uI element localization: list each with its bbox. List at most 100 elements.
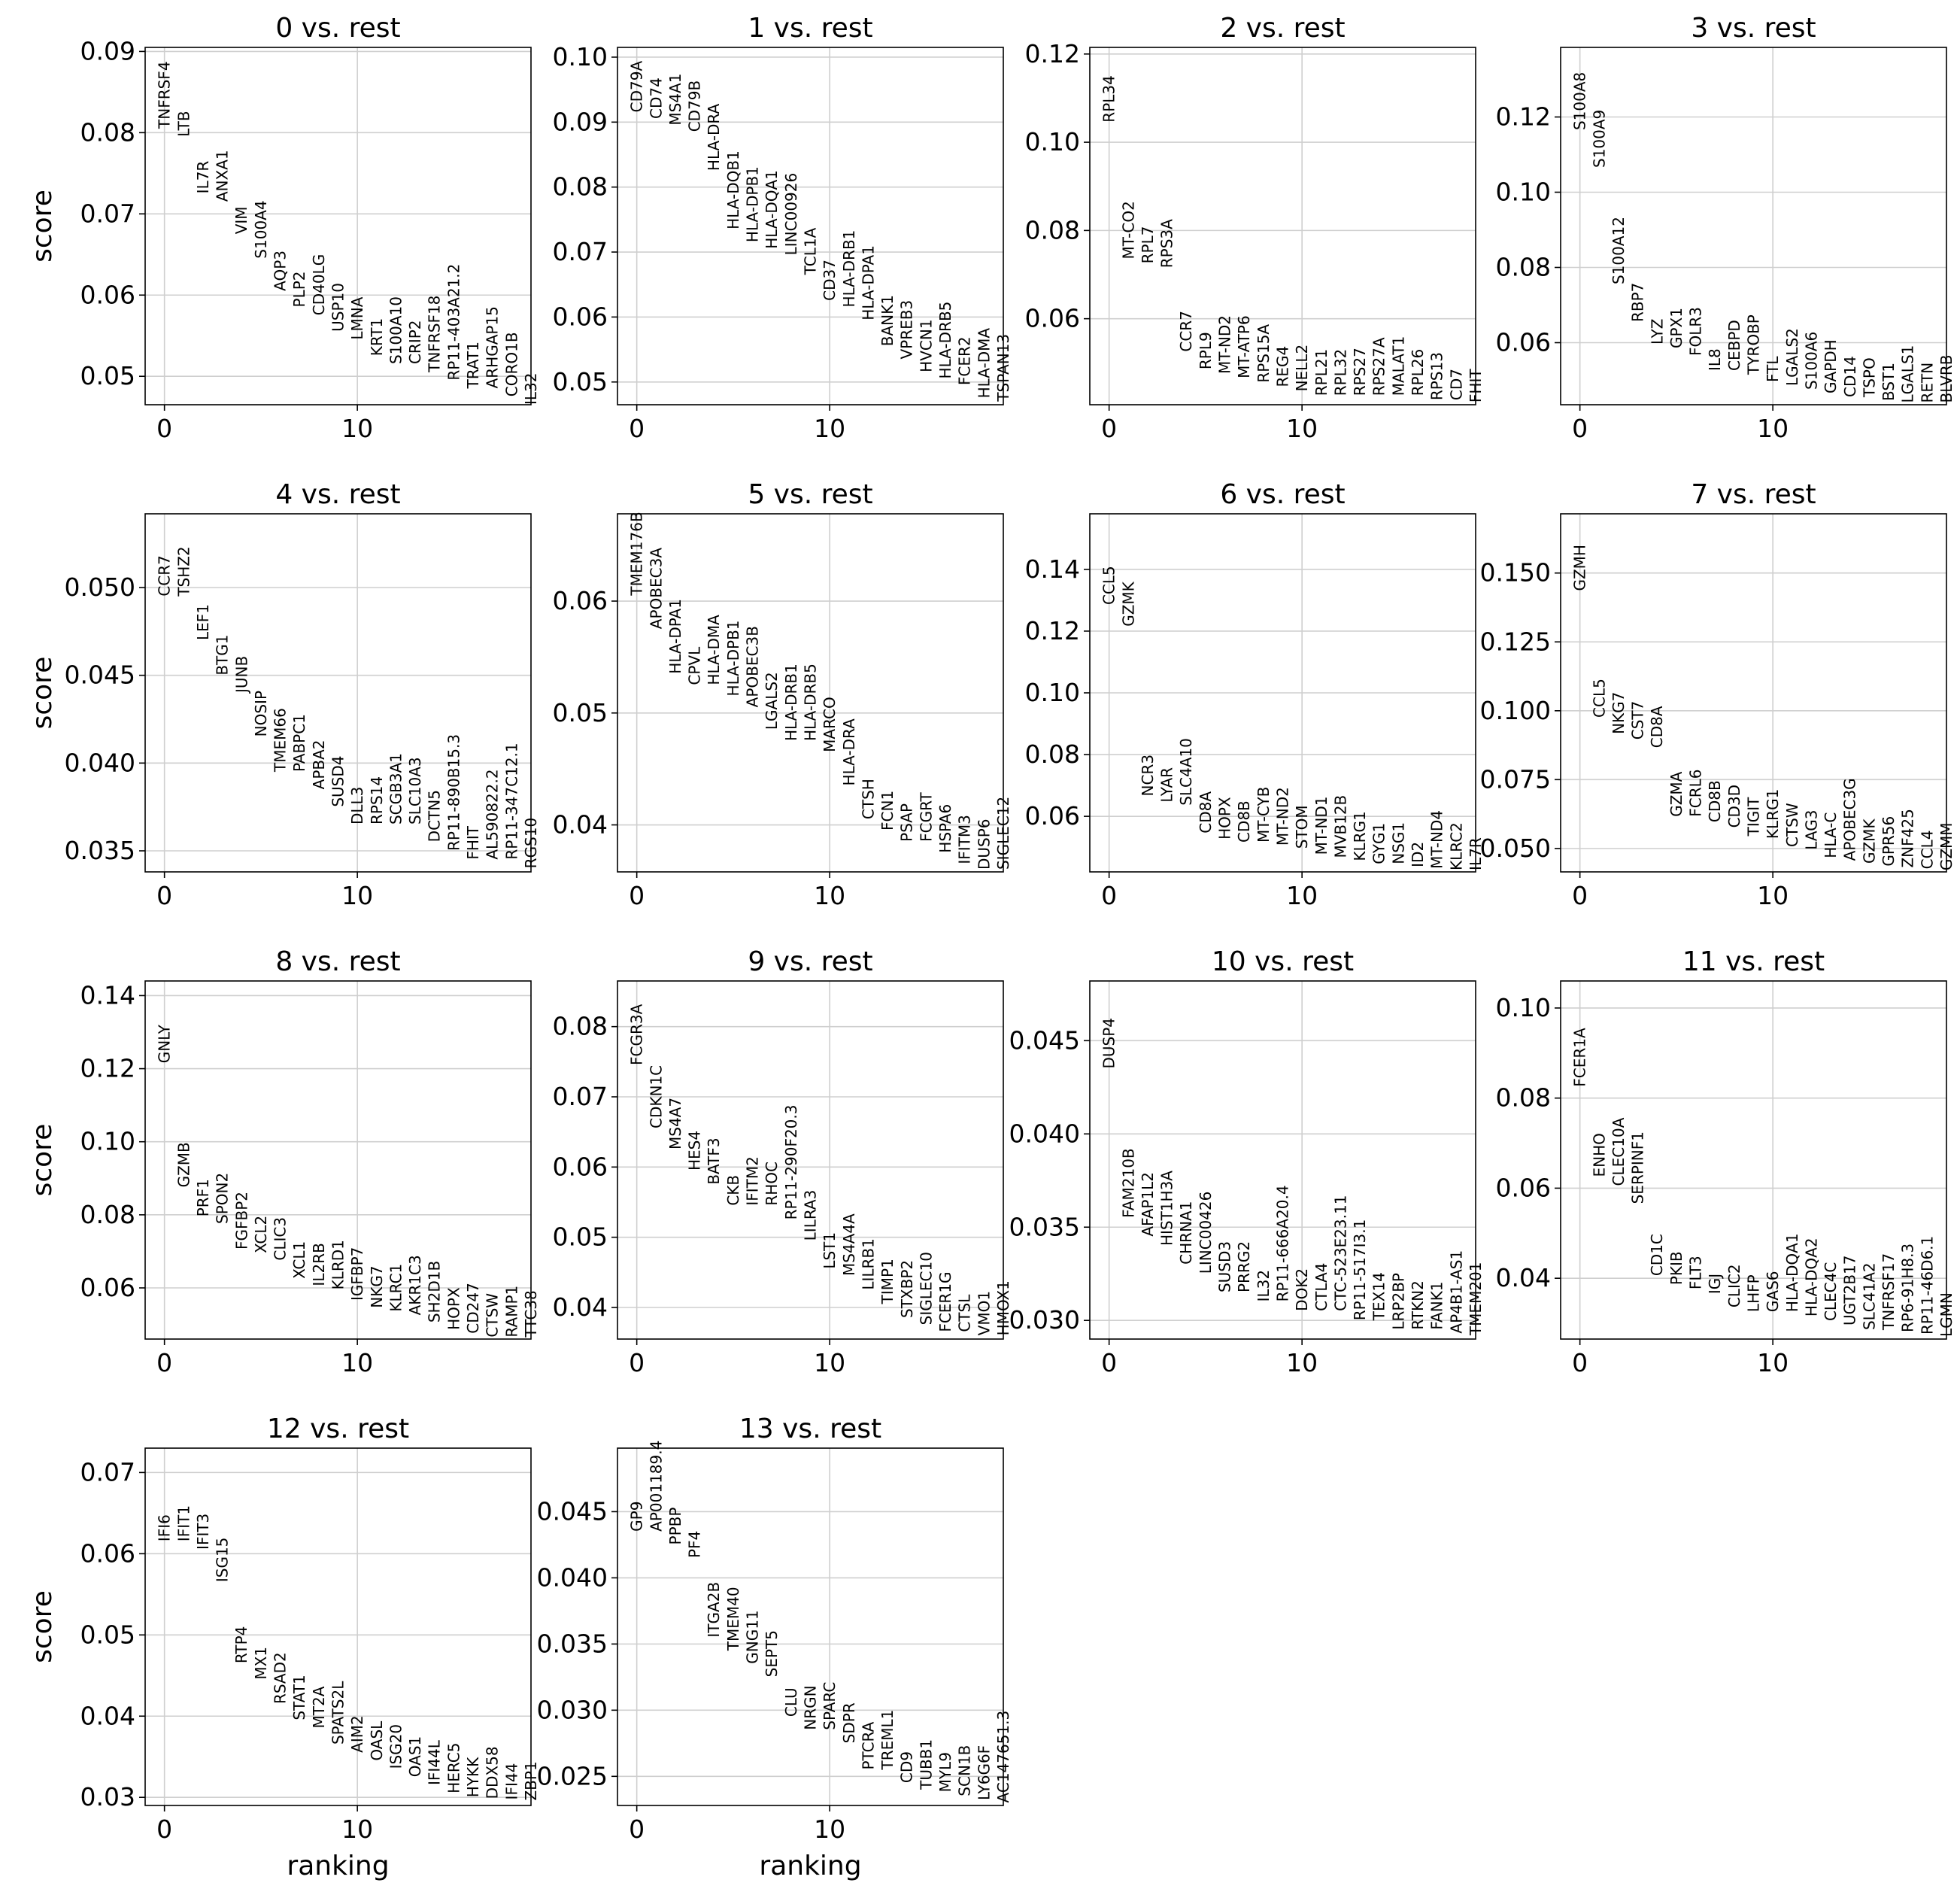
y-tick-label: 0.07: [553, 237, 608, 266]
gene-label: GAS6: [1764, 1271, 1782, 1312]
gene-label: RP11-347C12.1: [502, 742, 520, 859]
x-tick-label: 10: [341, 881, 373, 910]
gene-label: TYROBP: [1745, 314, 1763, 375]
plot-frame: [617, 513, 1004, 873]
gene-label: GZMB: [174, 1142, 193, 1187]
gene-label: SLC10A3: [406, 757, 424, 824]
x-tick-label: 10: [1286, 1348, 1318, 1377]
gene-label: IL7R: [194, 161, 212, 194]
gene-label: HLA-DPA1: [666, 599, 684, 674]
gene-label: MYL9: [936, 1752, 954, 1792]
x-tick-label: 10: [341, 1814, 373, 1844]
gene-label: IL7R: [1467, 837, 1485, 870]
gene-label: HSPA6: [936, 804, 954, 853]
gene-label: ZNF425: [1899, 809, 1917, 867]
gene-label: ISG15: [214, 1538, 232, 1583]
gene-label: LY6G6F: [975, 1745, 993, 1800]
gene-label: RPL26: [1409, 349, 1427, 396]
gene-label: APOBEC3G: [1841, 778, 1859, 861]
x-tick-label: 0: [1101, 881, 1117, 910]
gene-label: S100A6: [1802, 332, 1820, 390]
gene-label: FCGRT: [917, 791, 935, 841]
gene-label: STAT1: [290, 1675, 308, 1720]
gene-label: AKR1C3: [406, 1255, 424, 1315]
x-axis-label: ranking: [287, 1851, 389, 1881]
gene-label: SH2D1B: [426, 1261, 444, 1323]
y-tick-label: 0.040: [537, 1562, 608, 1592]
gene-label: RPL9: [1197, 332, 1215, 369]
gene-label: DUSP4: [1100, 1018, 1118, 1069]
gene-label: SCN1B: [956, 1745, 974, 1796]
panel-title: 2 vs. rest: [1220, 13, 1345, 44]
plot-frame: [1560, 47, 1947, 405]
y-tick-label: 0.100: [1480, 696, 1551, 725]
gene-label: CD37: [821, 260, 839, 301]
panel-title: 9 vs. rest: [748, 946, 872, 977]
gene-label: OAS1: [406, 1736, 424, 1778]
y-tick-label: 0.12: [80, 1054, 135, 1083]
gene-label: LTB: [174, 111, 193, 136]
gene-label: MT-ND2: [1216, 315, 1234, 374]
gene-label: HLA-DQA1: [1783, 1233, 1801, 1312]
y-tick-label: 0.07: [553, 1082, 608, 1111]
gene-label: RGS10: [522, 818, 540, 869]
gene-label: RPS14: [368, 776, 386, 824]
gene-label: NKG7: [368, 1265, 386, 1307]
gene-label: NRGN: [802, 1685, 820, 1729]
gene-label: TSHZ2: [174, 546, 193, 597]
gene-label: RPS27A: [1370, 337, 1388, 396]
gene-label: HOPX: [1216, 797, 1234, 840]
gene-label: IGJ: [1706, 1274, 1724, 1294]
x-tick-label: 10: [341, 414, 373, 443]
y-tick-label: 0.035: [537, 1629, 608, 1658]
gene-label: VMO1: [975, 1291, 993, 1335]
gene-label: TIMP1: [878, 1259, 897, 1304]
gene-label: BANK1: [878, 295, 897, 346]
gene-label: FAM210B: [1119, 1148, 1137, 1218]
gene-label: RBP7: [1629, 283, 1647, 322]
gene-label: CCL5: [1100, 566, 1118, 605]
gene-label: PLP2: [290, 271, 308, 307]
y-tick-label: 0.045: [537, 1496, 608, 1526]
gene-label: HLA-DRB1: [782, 664, 800, 741]
plot-frame: [617, 1447, 1004, 1806]
gene-label: MS4A7: [666, 1098, 684, 1149]
gene-label: APOBEC3B: [744, 626, 762, 707]
y-tick-label: 0.08: [80, 1200, 135, 1229]
gene-label: TMEM66: [272, 708, 290, 773]
gene-label: RP11-666A20.4: [1274, 1185, 1292, 1301]
x-tick-label: 10: [814, 414, 845, 443]
gene-label: SERPINF1: [1629, 1131, 1647, 1204]
gene-label: FTL: [1764, 356, 1782, 382]
panel-11: 0 10 0.04 0.06 0.08 0.10 11 vs. rest FCER1A ENHO…: [1496, 946, 1955, 1377]
plot-frame: [617, 980, 1004, 1340]
gene-label: TCL1A: [802, 227, 820, 275]
y-tick-label: 0.10: [1025, 127, 1080, 156]
gene-label: LRP2BP: [1389, 1273, 1407, 1330]
gene-label: LMNA: [348, 296, 366, 339]
panel-12: 0 10 0.03 0.04 0.05 0.06 0.07 12 vs. rest score r…: [27, 1414, 540, 1881]
x-tick-label: 10: [1757, 1348, 1789, 1377]
gene-label: LST1: [821, 1232, 839, 1269]
y-tick-label: 0.10: [553, 42, 608, 71]
gene-label: CTLA4: [1312, 1263, 1330, 1311]
gene-label: FOLR3: [1687, 307, 1705, 356]
gene-label: RPL32: [1331, 349, 1349, 396]
gene-label: HERC5: [444, 1743, 463, 1793]
panel-title: 5 vs. rest: [748, 479, 872, 510]
panel-title: 8 vs. rest: [275, 946, 400, 977]
plot-frame: [144, 47, 532, 405]
y-tick-label: 0.08: [1025, 739, 1080, 769]
gene-label: FGFBP2: [232, 1192, 250, 1250]
gene-label: IL32: [1255, 1270, 1273, 1302]
gene-label: S100A12: [1610, 217, 1628, 284]
gene-label: GZMK: [1860, 818, 1878, 864]
y-tick-label: 0.030: [1009, 1305, 1080, 1335]
gene-label: KLRG1: [1351, 811, 1369, 861]
y-tick-label: 0.04: [553, 810, 608, 840]
plot-frame: [1560, 513, 1947, 873]
gene-label: XCL2: [252, 1216, 270, 1253]
gene-label: HLA-DRA: [840, 718, 858, 786]
